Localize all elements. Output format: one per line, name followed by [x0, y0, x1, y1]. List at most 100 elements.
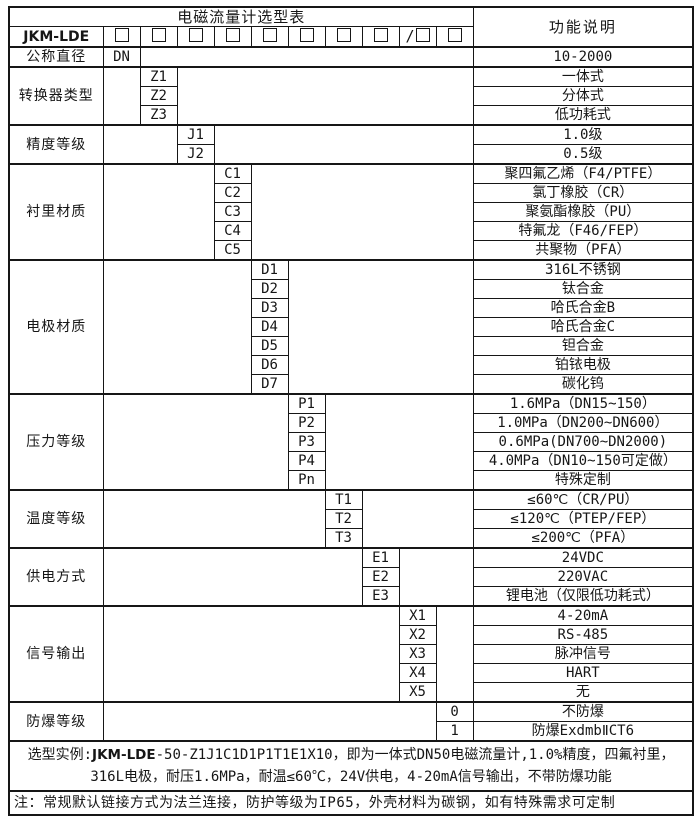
example-prefix: 选型实例: — [27, 747, 93, 763]
filler-cell — [102, 259, 252, 395]
filler-cell — [102, 547, 363, 607]
option-desc: 1.0级 — [472, 124, 694, 145]
option-desc: 无 — [472, 682, 694, 703]
option-desc: 不防爆 — [472, 701, 694, 722]
option-code: E1 — [361, 547, 400, 568]
option-code: C1 — [213, 163, 252, 184]
option-desc: 0.6MPa(DN700~DN2000) — [472, 432, 694, 452]
filler-cell — [102, 489, 326, 549]
option-desc: 哈氏合金C — [472, 317, 694, 337]
model-checkbox — [114, 27, 129, 42]
option-desc: 一体式 — [472, 66, 694, 87]
model-code-cell — [176, 26, 215, 48]
model-checkbox — [188, 27, 203, 42]
model-code-cell — [324, 26, 363, 48]
option-code: X3 — [398, 644, 437, 664]
filler-cell — [361, 489, 474, 549]
option-code: 0 — [435, 701, 474, 722]
option-code: D2 — [250, 279, 289, 299]
example-model: JKM-LDE — [92, 747, 156, 763]
option-code: Z1 — [139, 66, 178, 87]
option-desc: RS-485 — [472, 625, 694, 645]
filler-cell — [102, 163, 215, 261]
option-code: P1 — [287, 393, 326, 414]
model-checkbox — [262, 27, 277, 42]
example-row: 选型实例:JKM-LDE-50-Z1J1C1D1P1T1E1X10，即为一体式D… — [8, 740, 694, 792]
option-code: 1 — [435, 721, 474, 742]
group-label-0: 公称直径 — [8, 46, 104, 68]
model-code-cell — [139, 26, 178, 48]
option-desc: 铂铱电极 — [472, 355, 694, 375]
option-code: X5 — [398, 682, 437, 703]
option-desc: 聚四氟乙烯（F4/PTFE） — [472, 163, 694, 184]
option-code: D1 — [250, 259, 289, 280]
option-desc: 钽合金 — [472, 336, 694, 356]
model-code-cell — [102, 26, 141, 48]
function-column-header: 功能说明 — [472, 6, 694, 48]
option-code: D4 — [250, 317, 289, 337]
group-label-7: 供电方式 — [8, 547, 104, 607]
filler-cell — [213, 124, 474, 165]
model-checkbox — [415, 28, 430, 42]
option-desc: 锂电池（仅限低功耗式） — [472, 586, 694, 607]
option-desc: ≤120℃（PTEP/FEP） — [472, 509, 694, 529]
filler-cell — [102, 701, 437, 742]
model-prefix: JKM-LDE — [8, 26, 104, 48]
model-checkbox — [373, 27, 388, 42]
group-label-3: 衬里材质 — [8, 163, 104, 261]
option-code: P2 — [287, 413, 326, 433]
option-code: T2 — [324, 509, 363, 529]
option-desc: 低功耗式 — [472, 105, 694, 126]
option-code: D6 — [250, 355, 289, 375]
option-code: D3 — [250, 298, 289, 318]
model-checkbox — [299, 27, 314, 42]
group-label-5: 压力等级 — [8, 393, 104, 491]
option-desc: 特氟龙（F46/FEP） — [472, 221, 694, 241]
option-code: J2 — [176, 144, 215, 165]
option-desc: 1.0MPa（DN200~DN600） — [472, 413, 694, 433]
model-code-cell — [361, 26, 400, 48]
filler-cell — [102, 605, 400, 703]
model-checkbox — [447, 27, 462, 42]
group-label-1: 转换器类型 — [8, 66, 104, 126]
filler-cell — [435, 605, 474, 703]
option-desc: 共聚物（PFA） — [472, 240, 694, 261]
option-code: C4 — [213, 221, 252, 241]
option-desc: 氯丁橡胶（CR） — [472, 183, 694, 203]
filler-cell — [102, 124, 178, 165]
option-desc: 0.5级 — [472, 144, 694, 165]
option-desc: 1.6MPa（DN15~150） — [472, 393, 694, 414]
option-code: C3 — [213, 202, 252, 222]
option-desc: 4-20mA — [472, 605, 694, 626]
option-code: X1 — [398, 605, 437, 626]
filler-cell — [102, 66, 141, 126]
model-checkbox — [151, 27, 166, 42]
option-desc: 碳化钨 — [472, 374, 694, 395]
option-desc: HART — [472, 663, 694, 683]
option-desc: ≤200℃（PFA） — [472, 528, 694, 549]
option-code: DN — [102, 46, 141, 68]
group-label-4: 电极材质 — [8, 259, 104, 395]
option-code: P4 — [287, 451, 326, 471]
option-desc: ≤60℃（CR/PU） — [472, 489, 694, 510]
filler-cell — [324, 393, 474, 491]
model-code-cell — [250, 26, 289, 48]
option-code: D7 — [250, 374, 289, 395]
filler-cell — [176, 66, 474, 126]
filler-cell — [250, 163, 474, 261]
option-desc: 钛合金 — [472, 279, 694, 299]
group-label-9: 防爆等级 — [8, 701, 104, 742]
option-code: E3 — [361, 586, 400, 607]
option-desc: 哈氏合金B — [472, 298, 694, 318]
option-code: Pn — [287, 470, 326, 491]
selection-table: 电磁流量计选型表 功能说明 JKM-LDE / 公称直径 DN 10-2000 转换器类型 Z1… — [8, 6, 695, 816]
filler-cell — [102, 393, 289, 491]
option-desc: 316L不锈钢 — [472, 259, 694, 280]
note-text: 注：常规默认链接方式为法兰连接，防护等级为IP65，外壳材料为碳钢，如有特殊需求… — [8, 790, 694, 816]
model-checkbox — [336, 27, 351, 42]
option-desc: 4.0MPa（DN10~150可定做） — [472, 451, 694, 471]
option-code: C5 — [213, 240, 252, 261]
option-desc: 分体式 — [472, 86, 694, 106]
option-code: T3 — [324, 528, 363, 549]
model-checkbox — [225, 27, 240, 42]
